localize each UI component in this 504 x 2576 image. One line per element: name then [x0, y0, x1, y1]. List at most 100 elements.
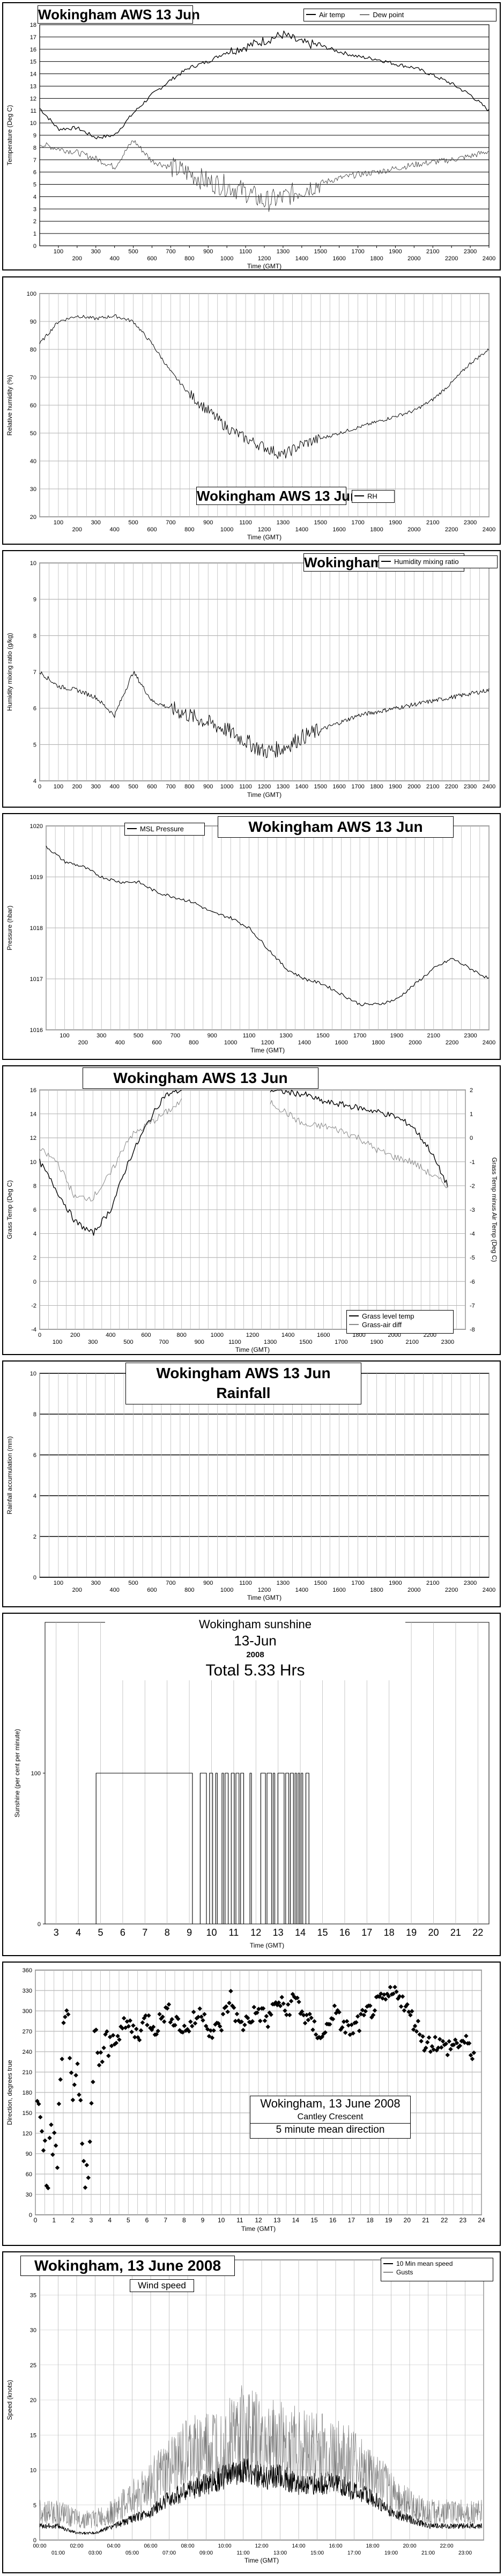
- y-tick-label: -4: [31, 1327, 36, 1333]
- sunshine-chart-title-block: Wokingham sunshine 13-Jun 2008 Total 5.3…: [105, 1617, 405, 1680]
- x-tick-label: 6: [145, 2216, 149, 2224]
- x-tick-label: 14:00: [292, 2543, 305, 2549]
- x-tick-label: 08:00: [181, 2543, 194, 2549]
- legend-label-msl-pressure: MSL Pressure: [140, 824, 184, 833]
- x-tick-label: 1300: [264, 1339, 277, 1345]
- y-right-tick-label: -1: [470, 1159, 475, 1166]
- x-tick-label: 1100: [239, 519, 252, 526]
- x-tick-label: 100: [54, 784, 63, 790]
- x-tick-label: 1900: [389, 1580, 402, 1586]
- y-right-tick-label: -4: [470, 1231, 475, 1238]
- x-tick-label: 21: [422, 2216, 429, 2224]
- x-tick-label: 1200: [258, 255, 271, 262]
- y-tick-label: 8: [33, 1183, 36, 1189]
- wind-direction-chart-location: Cantley Crescent: [297, 2112, 364, 2121]
- x-tick-label: 900: [207, 1033, 217, 1039]
- x-tick-label: 600: [147, 1587, 157, 1593]
- x-tick-label: 2300: [464, 248, 477, 255]
- x-tick-label: 1400: [295, 526, 308, 533]
- x-axis-label: Time (GMT): [241, 2225, 276, 2233]
- y-tick-label: 90: [30, 319, 36, 325]
- x-tick-label: 2100: [427, 1033, 440, 1039]
- wind-direction-chart-panel: 0 30 60 90 120 150 180 210 240 270 300 330 360 0 1 2 3 4 5…: [2, 1962, 501, 2246]
- x-tick-label: 400: [106, 1332, 115, 1338]
- rainfall-chart-title-box: Wokingham AWS 13 Jun Rainfall: [125, 1363, 361, 1404]
- x-tick-label: 900: [203, 519, 213, 526]
- x-tick-label: 1100: [228, 1339, 241, 1345]
- x-tick-label: 500: [123, 1339, 133, 1345]
- legend-label-rh: RH: [367, 492, 377, 500]
- x-tick-label: 1000: [220, 1587, 233, 1593]
- x-tick-label: 1300: [277, 1580, 290, 1586]
- legend-item-grass-air-diff: Grass-air diff: [349, 1320, 451, 1329]
- x-tick-label: 2400: [483, 255, 495, 262]
- data-point: [100, 2059, 105, 2065]
- y-tick-label: 300: [23, 2008, 32, 2015]
- x-tick-label: 19:00: [384, 2550, 398, 2556]
- x-tick-label: 1100: [243, 1033, 256, 1039]
- x-tick-label: 700: [166, 784, 175, 790]
- x-tick-label: 17: [348, 2216, 355, 2224]
- series-line-grass-air-diff: [39, 1098, 182, 1202]
- x-tick-label: 22: [472, 1927, 483, 1938]
- y-right-tick-label: -5: [470, 1255, 475, 1261]
- y-right-tick-label: -7: [470, 1302, 475, 1309]
- humidity-chart-panel: 20 30 40 50 60 70 80 90 100 100 200 300 400 500 600 700…: [2, 276, 501, 545]
- data-point: [457, 2043, 463, 2048]
- x-tick-label: 19: [406, 1927, 417, 1938]
- y-tick-label: 90: [26, 2151, 32, 2157]
- data-point: [400, 1994, 405, 1999]
- y-tick-label: 0: [33, 1575, 36, 1581]
- y-tick-label: 360: [23, 1967, 32, 1974]
- x-tick-label: 800: [176, 1332, 186, 1338]
- x-tick-label: 1500: [316, 1033, 329, 1039]
- x-tick-label: 00:00: [33, 2543, 46, 2549]
- x-tick-label: 17: [361, 1927, 372, 1938]
- x-tick-label: 1800: [370, 526, 383, 533]
- x-tick-label: 1200: [258, 526, 271, 533]
- series-line-air-temp: [39, 30, 490, 140]
- data-point: [417, 2032, 422, 2037]
- y-right-tick-label: -3: [470, 1207, 475, 1213]
- legend-swatch-msl-pressure: [127, 828, 137, 829]
- data-point: [231, 2005, 236, 2010]
- x-tick-label: 2000: [407, 526, 420, 533]
- x-tick-label: 14: [295, 1927, 306, 1938]
- legend-item-mixing-ratio: Humidity mixing ratio: [381, 557, 495, 566]
- x-tick-label: 1500: [314, 248, 327, 255]
- x-tick-label: 19: [385, 2216, 392, 2224]
- x-tick-label: 11:00: [236, 2550, 250, 2556]
- rainfall-chart-svg: 0 2 4 6 8 10 100 200 300 400 500 600 700 800 900 1000 11…: [6, 1371, 495, 1601]
- x-tick-label: 2100: [426, 784, 439, 790]
- x-tick-label: 12: [255, 2216, 262, 2224]
- x-tick-label: 400: [115, 1040, 124, 1046]
- rainfall-chart-title: Wokingham AWS 13 Jun: [156, 1365, 331, 1381]
- y-tick-label: 4: [33, 778, 36, 785]
- x-tick-label: 700: [166, 248, 175, 255]
- y-tick-label: 17: [30, 34, 36, 41]
- x-tick-label: 1700: [353, 1033, 366, 1039]
- x-tick-label: 1800: [370, 255, 383, 262]
- y-right-tick-label: -8: [470, 1327, 475, 1333]
- x-tick-label: 300: [88, 1339, 98, 1345]
- x-tick-label: 22: [441, 2216, 448, 2224]
- x-tick-label: 200: [72, 1587, 82, 1593]
- temperature-chart-panel: 0 1 2 3 4 5 6 7 8 9 10 11 12 13 14 15 16 17 18 100 200 300 400…: [2, 2, 501, 270]
- x-tick-label: 2100: [426, 1580, 439, 1586]
- x-tick-label: 1700: [351, 1580, 364, 1586]
- x-tick-label: 100: [54, 519, 63, 526]
- series-line-mixing-ratio: [39, 671, 490, 758]
- x-tick-label: 200: [72, 784, 82, 790]
- x-tick-label: 6: [120, 1927, 125, 1938]
- y-axis-label: Rainfall accumulation (mm): [6, 1436, 13, 1514]
- y-axis-label: Direction, degrees true: [6, 2060, 13, 2125]
- x-tick-label: 04:00: [107, 2543, 120, 2549]
- y-tick-label: 1020: [30, 823, 43, 830]
- series-line-grass-air-diff: [270, 1100, 448, 1189]
- x-axis-label: Time (GMT): [247, 533, 281, 541]
- y-tick-label: 4: [33, 194, 36, 200]
- y-tick-label: 10: [30, 1371, 36, 1377]
- wind-speed-chart-legend: 10 Min mean speed Gusts: [381, 2258, 493, 2281]
